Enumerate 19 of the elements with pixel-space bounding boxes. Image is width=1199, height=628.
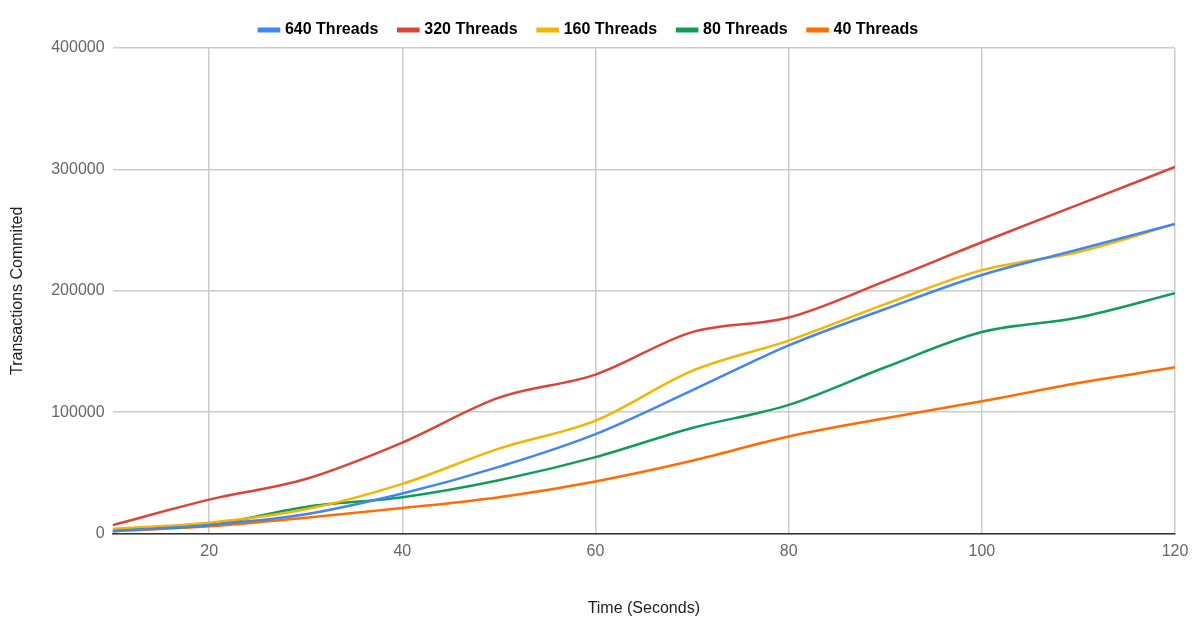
- y-axis-title: Transactions Commited: [8, 206, 26, 375]
- legend-label: 320 Threads: [424, 20, 518, 38]
- y-tick-label: 400000: [51, 38, 105, 56]
- x-axis-title: Time (Seconds): [587, 598, 700, 616]
- line-series: [112, 165, 1175, 527]
- x-tick-label: 80: [779, 541, 798, 559]
- y-tick-label: 200000: [51, 281, 105, 299]
- y-tick-label: 300000: [51, 159, 105, 177]
- x-tick-label: 120: [1161, 541, 1189, 559]
- y-tick-label: 0: [95, 524, 105, 542]
- legend-label: 80 Threads: [703, 20, 788, 38]
- x-tick-label: 100: [968, 541, 996, 559]
- y-tick-label: 100000: [51, 402, 105, 420]
- legend-label: 640 Threads: [284, 20, 379, 38]
- x-tick-label: 60: [586, 541, 605, 559]
- legend-label: 160 Threads: [563, 20, 658, 38]
- x-tick-label: 20: [200, 541, 219, 559]
- x-tick-label: 40: [393, 541, 412, 559]
- legend-label: 40 Threads: [833, 20, 919, 38]
